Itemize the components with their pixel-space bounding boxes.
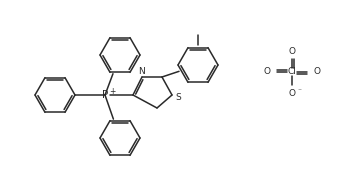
- Text: +: +: [109, 86, 115, 96]
- Text: O: O: [288, 89, 296, 97]
- Text: P: P: [102, 90, 108, 100]
- Text: Cl: Cl: [288, 67, 296, 77]
- Text: O: O: [313, 67, 321, 77]
- Text: O: O: [263, 67, 271, 77]
- Text: N: N: [138, 67, 145, 77]
- Text: ⁻: ⁻: [297, 86, 301, 96]
- Text: S: S: [175, 93, 181, 102]
- Text: O: O: [288, 47, 296, 55]
